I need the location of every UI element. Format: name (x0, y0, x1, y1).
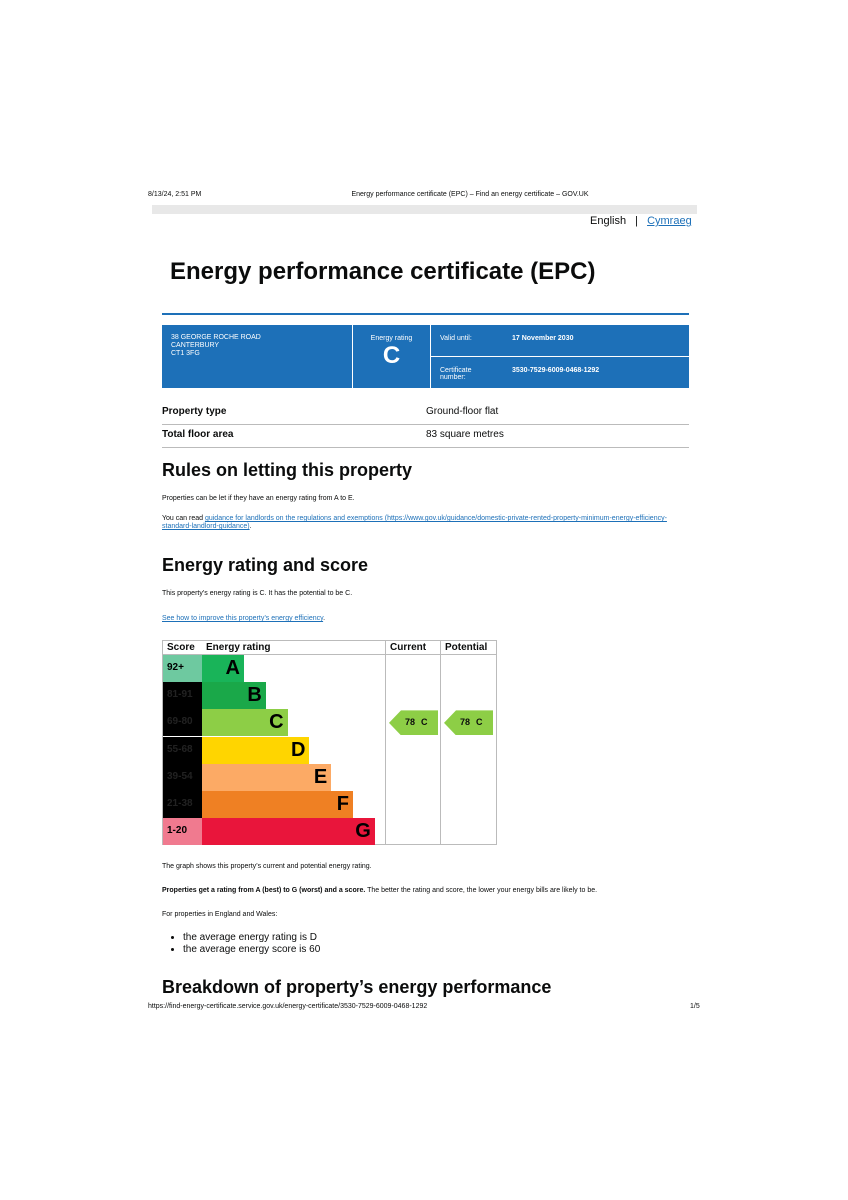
read-prefix: You can read (162, 515, 205, 522)
averages: the average energy rating is Dthe averag… (162, 932, 320, 956)
lang-sep: | (635, 215, 638, 227)
rating-letter: C (382, 342, 401, 369)
valid-label: Valid until: (440, 335, 472, 342)
chart-header: Score (167, 642, 195, 653)
rating-text: This property’s energy rating is C. It h… (162, 590, 353, 597)
read-suffix: . (249, 523, 252, 530)
score-cell: 39-54 (163, 763, 202, 791)
improve: See how to improve this property’s energ… (162, 615, 325, 622)
lang-cymraeg[interactable]: Cymraeg (647, 215, 692, 227)
explain-rest: The better the rating and score, the low… (365, 887, 598, 894)
address-box: 38 GEORGE ROCHE ROAD CANTERBURY CT1 3FG (162, 325, 352, 388)
rating-bar: F (202, 791, 353, 818)
page-number: 1/5 (690, 1003, 700, 1010)
col-rule (440, 641, 441, 844)
property-label: Total floor area (162, 429, 234, 440)
rating-bar: A (202, 655, 244, 682)
bullet: the average energy rating is D (183, 932, 320, 944)
rating-explain: Properties get a rating from A (best) to… (162, 887, 597, 894)
letting-read: You can read guidance for landlords on t… (162, 515, 677, 531)
explain-bold: Properties get a rating from A (best) to… (162, 887, 366, 894)
rating-bar: G (202, 818, 375, 846)
score-cell: 21-38 (163, 791, 202, 818)
property-value: Ground-floor flat (426, 406, 499, 417)
current-score: 78 (405, 717, 416, 728)
improve-suffix: . (323, 615, 326, 622)
rating-chart: Score Energy rating Current Potential 92+ A 81… (162, 640, 497, 846)
rating-label: Energy rating (370, 335, 413, 342)
address-line: 38 GEORGE ROCHE ROAD (171, 334, 261, 341)
bullet: the average energy score is 60 (183, 944, 320, 956)
score-cell: 92+ (163, 655, 202, 682)
lang-english: English (590, 215, 627, 227)
col-rule (385, 641, 386, 844)
chart-header: Potential (445, 642, 488, 653)
rating-bar: B (202, 682, 266, 710)
property-label: Property type (162, 406, 227, 417)
potential-score: 78 (460, 717, 471, 728)
score-cell: 69-80 (163, 709, 202, 737)
caption: The graph shows this property’s current … (162, 863, 372, 870)
improve-link[interactable]: See how to improve this property’s energ… (162, 615, 324, 622)
rating-bar: E (202, 763, 332, 791)
title-rule (162, 313, 689, 315)
timestamp: 8/13/24, 2:51 PM (148, 191, 202, 198)
letting-heading: Rules on letting this property (162, 460, 413, 480)
valid-box: Valid until: 17 November 2030 (431, 325, 689, 356)
row-rule (162, 447, 689, 448)
address-line: CT1 3FG (171, 350, 200, 357)
language-switch: English | Cymraeg (590, 215, 692, 227)
valid-until: 17 November 2030 (512, 335, 574, 342)
potential-arrow: 78 C (444, 710, 493, 736)
cert-box: Certificate number: 3530-7529-6009-0468-… (431, 357, 689, 388)
row-rule (162, 424, 689, 425)
cert-number: 3530-7529-6009-0468-1292 (512, 367, 600, 374)
score-cell: 81-91 (163, 682, 202, 710)
guidance-link[interactable]: guidance for landlords on the regulation… (162, 515, 667, 530)
page-title: Energy performance certificate (EPC) – F… (351, 191, 589, 198)
chart-header: Current (390, 642, 427, 653)
top-bar (152, 205, 697, 214)
score-cell: 55-68 (163, 736, 202, 764)
rating-heading: Energy rating and score (162, 555, 369, 575)
letting-text: Properties can be let if they have an en… (162, 495, 355, 502)
cert-label: Certificate number: (440, 367, 472, 381)
header-rule (163, 654, 496, 655)
rating-bar: C (202, 709, 288, 737)
potential-band: C (476, 717, 483, 728)
intro: For properties in England and Wales: (162, 911, 278, 918)
main-title: Energy performance certificate (EPC) (170, 258, 596, 285)
breakdown-heading: Breakdown of property’s energy performan… (162, 977, 552, 997)
address-line: CANTERBURY (171, 342, 220, 349)
url: https://find-energy-certificate.service.… (148, 1003, 428, 1010)
current-arrow: 78 C (389, 710, 438, 736)
rating-box: Energy rating C (353, 325, 430, 388)
chart-header: Energy rating (206, 642, 271, 653)
property-value: 83 square metres (426, 429, 504, 440)
current-band: C (421, 717, 428, 728)
rating-bar: D (202, 736, 310, 764)
score-cell: 1-20 (163, 818, 202, 846)
